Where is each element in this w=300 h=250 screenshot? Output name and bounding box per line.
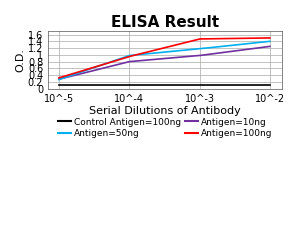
Control Antigen=100ng xyxy=(235,84,238,87)
Antigen=10ng xyxy=(57,78,61,81)
Antigen=10ng xyxy=(58,78,61,80)
Antigen=50ng xyxy=(57,78,61,81)
Antigen=100ng xyxy=(182,42,186,44)
Control Antigen=100ng xyxy=(248,84,252,87)
Line: Antigen=10ng: Antigen=10ng xyxy=(59,46,270,79)
Control Antigen=100ng xyxy=(186,84,190,87)
Antigen=50ng xyxy=(248,42,252,45)
Antigen=100ng xyxy=(248,37,252,40)
Antigen=50ng xyxy=(235,43,238,46)
Control Antigen=100ng xyxy=(182,84,186,87)
Legend: Control Antigen=100ng, Antigen=50ng, Antigen=10ng, Antigen=100ng: Control Antigen=100ng, Antigen=50ng, Ant… xyxy=(54,114,276,141)
Antigen=50ng xyxy=(182,49,186,52)
Control Antigen=100ng xyxy=(57,84,61,87)
X-axis label: Serial Dilutions of Antibody: Serial Dilutions of Antibody xyxy=(89,106,241,116)
Antigen=100ng xyxy=(183,41,186,44)
Title: ELISA Result: ELISA Result xyxy=(111,15,219,30)
Antigen=100ng xyxy=(186,40,190,43)
Antigen=10ng xyxy=(182,56,186,58)
Y-axis label: O.D.: O.D. xyxy=(15,48,25,72)
Control Antigen=100ng xyxy=(183,84,186,87)
Antigen=10ng xyxy=(268,45,272,48)
Line: Antigen=100ng: Antigen=100ng xyxy=(59,38,270,78)
Antigen=100ng xyxy=(235,37,238,40)
Antigen=10ng xyxy=(248,48,252,50)
Antigen=50ng xyxy=(58,78,61,81)
Antigen=10ng xyxy=(183,55,186,58)
Antigen=50ng xyxy=(186,48,190,51)
Line: Antigen=50ng: Antigen=50ng xyxy=(59,41,270,80)
Antigen=10ng xyxy=(186,55,190,58)
Antigen=50ng xyxy=(268,40,272,43)
Control Antigen=100ng xyxy=(268,84,272,87)
Antigen=100ng xyxy=(268,36,272,40)
Antigen=100ng xyxy=(57,76,61,80)
Antigen=50ng xyxy=(183,49,186,52)
Antigen=10ng xyxy=(235,49,238,52)
Control Antigen=100ng xyxy=(58,84,61,87)
Antigen=100ng xyxy=(58,76,61,79)
